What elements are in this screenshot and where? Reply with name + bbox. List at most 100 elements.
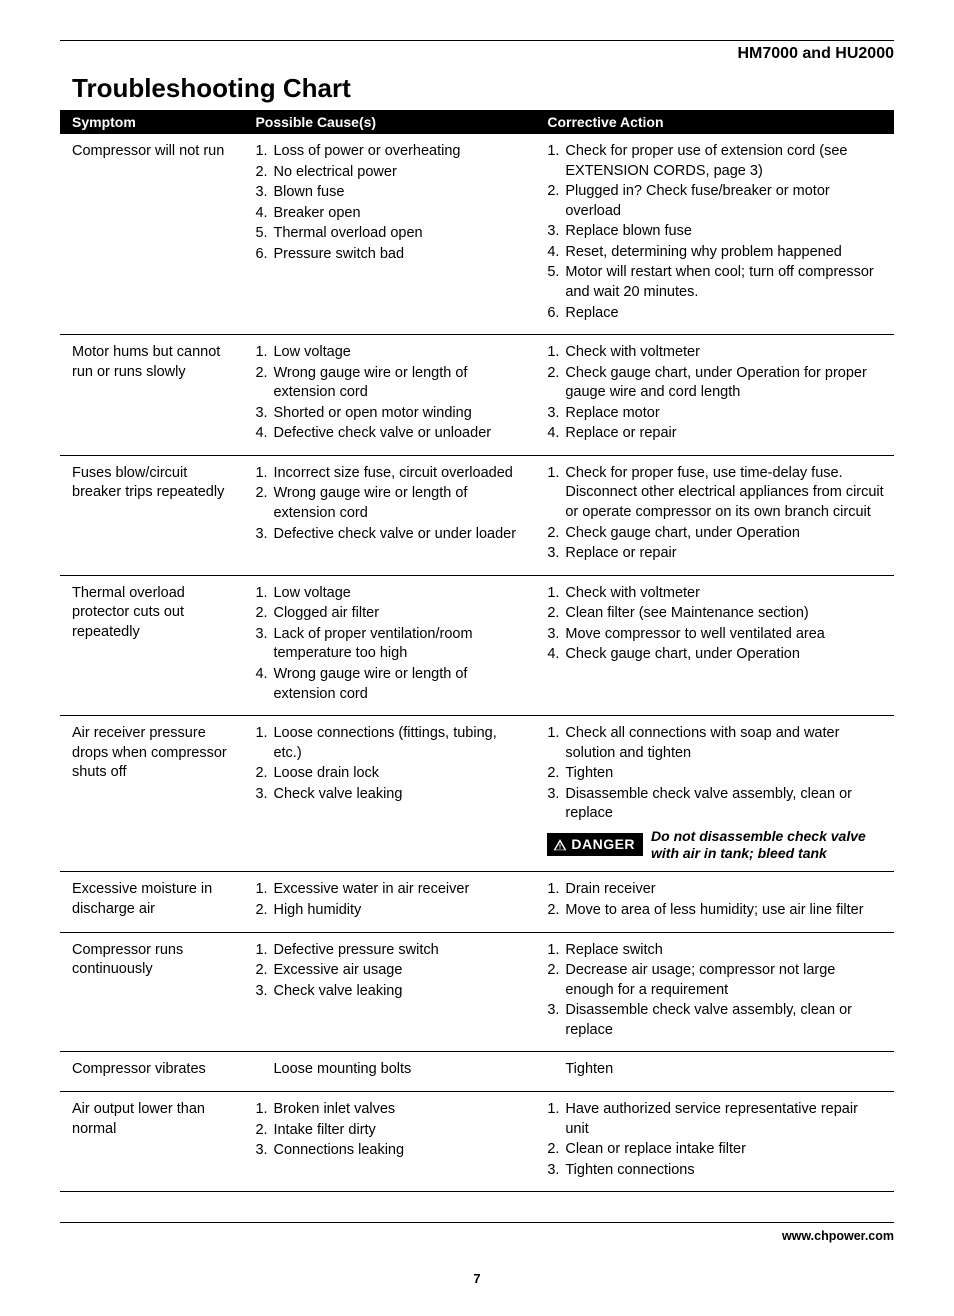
cause-item: 4.Wrong gauge wire or length of extensio…	[255, 665, 525, 704]
action-text: Motor will restart when cool; turn off c…	[565, 263, 884, 302]
cause-item: 3.Defective check valve or under loader	[255, 525, 525, 545]
troubleshooting-table: Symptom Possible Cause(s) Corrective Act…	[60, 110, 894, 1192]
action-text: Disassemble check valve assembly, clean …	[565, 1001, 884, 1040]
cause-number: 2.	[255, 163, 273, 183]
action-number: 2.	[547, 961, 565, 1000]
action-text: Have authorized service representative r…	[565, 1100, 884, 1139]
action-item: 1.Drain receiver	[547, 880, 884, 900]
cause-text: No electrical power	[273, 163, 525, 183]
cause-item: 1.Defective pressure switch	[255, 941, 525, 961]
page-number: 7	[60, 1271, 894, 1286]
symptom-cell: Air output lower than normal	[60, 1091, 243, 1191]
cause-item: 2.No electrical power	[255, 163, 525, 183]
cause-number: 2.	[255, 901, 273, 921]
action-number: 3.	[547, 222, 565, 242]
cause-text: Blown fuse	[273, 183, 525, 203]
cause-item: 5.Thermal overload open	[255, 224, 525, 244]
action-text: Tighten	[565, 764, 884, 784]
cause-number: 3.	[255, 183, 273, 203]
action-item: 1.Check for proper fuse, use time-delay …	[547, 464, 884, 523]
cause-text: Clogged air filter	[273, 604, 525, 624]
action-number: 2.	[547, 604, 565, 624]
cause-number: 1.	[255, 724, 273, 763]
action-item: 3.Tighten connections	[547, 1161, 884, 1181]
table-row: Compressor runs continuously1.Defective …	[60, 932, 894, 1052]
symptom-cell: Motor hums but cannot run or runs slowly	[60, 335, 243, 456]
action-number: 1.	[547, 880, 565, 900]
action-number: 2.	[547, 764, 565, 784]
cause-cell: 1.Defective pressure switch2.Excessive a…	[243, 932, 535, 1052]
action-item: 2.Move to area of less humidity; use air…	[547, 901, 884, 921]
cause-text: Loose connections (fittings, tubing, etc…	[273, 724, 525, 763]
action-text: Check with voltmeter	[565, 343, 884, 363]
cause-cell: 1.Low voltage2.Clogged air filter3.Lack …	[243, 575, 535, 715]
action-item: 2.Clean or replace intake filter	[547, 1140, 884, 1160]
action-text: Check with voltmeter	[565, 584, 884, 604]
table-body: Compressor will not run1.Loss of power o…	[60, 134, 894, 1192]
cause-text: Defective pressure switch	[273, 941, 525, 961]
action-number: 6.	[547, 304, 565, 324]
danger-label: DANGER	[571, 835, 635, 854]
action-item: 2.Check gauge chart, under Operation for…	[547, 364, 884, 403]
table-row: Motor hums but cannot run or runs slowly…	[60, 335, 894, 456]
action-text: Plugged in? Check fuse/breaker or motor …	[565, 182, 884, 221]
action-item: 2.Plugged in? Check fuse/breaker or moto…	[547, 182, 884, 221]
action-number: 2.	[547, 524, 565, 544]
action-text: Replace blown fuse	[565, 222, 884, 242]
top-rule	[60, 40, 894, 41]
cause-text: Defective check valve or unloader	[273, 424, 525, 444]
cause-text: Wrong gauge wire or length of extension …	[273, 665, 525, 704]
action-cell: 1.Check for proper fuse, use time-delay …	[535, 455, 894, 575]
cause-item: 2.Wrong gauge wire or length of extensio…	[255, 484, 525, 523]
action-item: 3.Disassemble check valve assembly, clea…	[547, 785, 884, 824]
cause-text: Incorrect size fuse, circuit overloaded	[273, 464, 525, 484]
action-text: Replace or repair	[565, 544, 884, 564]
cause-cell: 1.Loose connections (fittings, tubing, e…	[243, 716, 535, 872]
col-header-symptom: Symptom	[60, 110, 243, 134]
action-number	[547, 1060, 565, 1080]
action-text: Replace switch	[565, 941, 884, 961]
action-number: 3.	[547, 544, 565, 564]
action-item: 3.Replace motor	[547, 404, 884, 424]
action-number: 3.	[547, 404, 565, 424]
cause-number: 3.	[255, 982, 273, 1002]
action-item: 1.Check with voltmeter	[547, 343, 884, 363]
danger-callout: DANGER Do not disassemble check valve wit…	[547, 828, 884, 862]
danger-text: Do not disassemble check valve with air …	[651, 828, 884, 862]
cause-item: 4.Breaker open	[255, 204, 525, 224]
cause-number: 6.	[255, 245, 273, 265]
action-text: Check for proper use of extension cord (…	[565, 142, 884, 181]
danger-badge: DANGER	[547, 833, 643, 856]
action-item: 4.Reset, determining why problem happene…	[547, 243, 884, 263]
action-text: Check all connections with soap and wate…	[565, 724, 884, 763]
cause-text: Wrong gauge wire or length of extension …	[273, 484, 525, 523]
cause-number: 3.	[255, 525, 273, 545]
action-item: 4.Replace or repair	[547, 424, 884, 444]
action-item: 1.Replace switch	[547, 941, 884, 961]
action-text: Drain receiver	[565, 880, 884, 900]
action-item: Tighten	[547, 1060, 884, 1080]
cause-item: 1.Loss of power or overheating	[255, 142, 525, 162]
action-text: Reset, determining why problem happened	[565, 243, 884, 263]
action-number: 4.	[547, 424, 565, 444]
cause-number: 2.	[255, 604, 273, 624]
model-header: HM7000 and HU2000	[60, 45, 894, 63]
cause-text: Wrong gauge wire or length of extension …	[273, 364, 525, 403]
cause-text: Excessive water in air receiver	[273, 880, 525, 900]
action-number: 1.	[547, 584, 565, 604]
cause-text: Loose drain lock	[273, 764, 525, 784]
cause-item: 2.High humidity	[255, 901, 525, 921]
table-row: Compressor vibratesLoose mounting boltsT…	[60, 1052, 894, 1092]
action-text: Disassemble check valve assembly, clean …	[565, 785, 884, 824]
cause-text: Connections leaking	[273, 1141, 525, 1161]
action-number: 1.	[547, 941, 565, 961]
action-item: 2.Check gauge chart, under Operation	[547, 524, 884, 544]
action-item: 3.Replace or repair	[547, 544, 884, 564]
cause-item: 3.Connections leaking	[255, 1141, 525, 1161]
symptom-cell: Air receiver pressure drops when compres…	[60, 716, 243, 872]
action-item: 5.Motor will restart when cool; turn off…	[547, 263, 884, 302]
warning-icon	[553, 838, 567, 852]
cause-number: 4.	[255, 424, 273, 444]
action-item: 1.Check all connections with soap and wa…	[547, 724, 884, 763]
action-text: Check for proper fuse, use time-delay fu…	[565, 464, 884, 523]
